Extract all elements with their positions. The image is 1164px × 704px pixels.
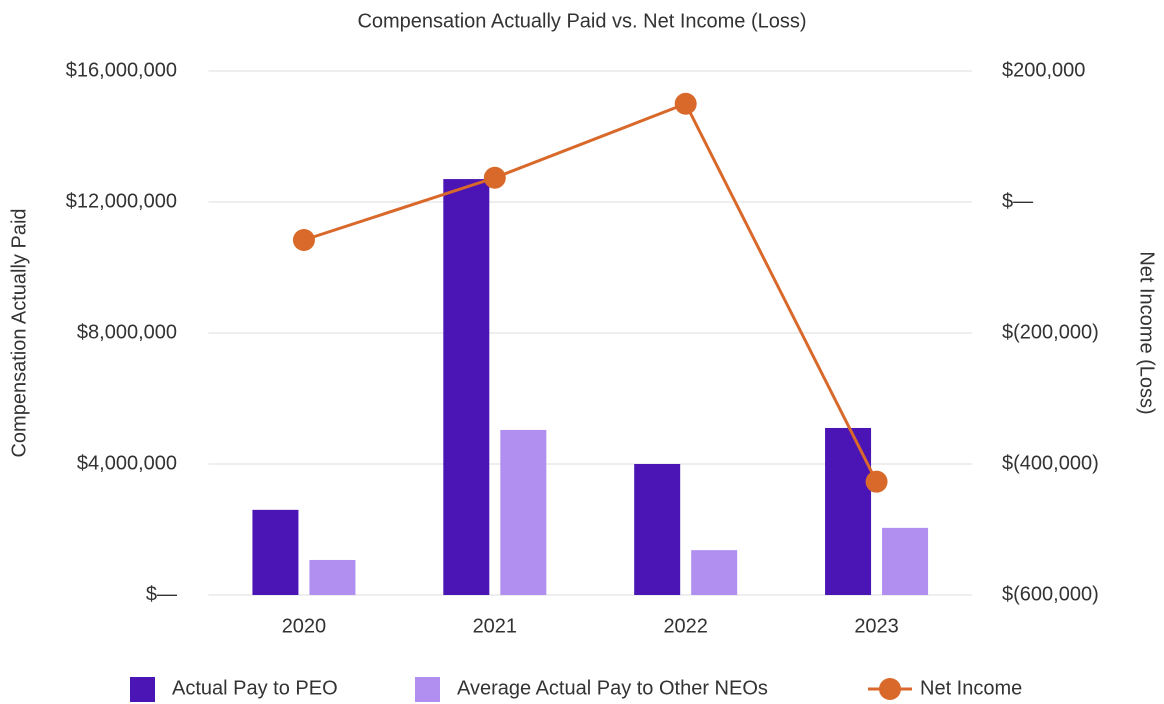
- bar: [691, 550, 738, 595]
- legend-swatch: [130, 677, 155, 702]
- x-tick-label: 2022: [663, 615, 708, 637]
- y2-tick-label: $200,000: [1002, 59, 1085, 81]
- line-marker: [483, 166, 506, 189]
- legend-swatch: [415, 677, 440, 702]
- line-marker: [674, 92, 697, 115]
- y-axis-label: Compensation Actually Paid: [8, 208, 30, 457]
- y-tick-label: $8,000,000: [77, 321, 177, 343]
- x-tick-label: 2021: [473, 615, 518, 637]
- bar: [252, 509, 299, 595]
- x-tick-label: 2020: [282, 615, 327, 637]
- y2-tick-label: $—: [1002, 190, 1033, 212]
- bar: [634, 464, 681, 595]
- legend-label: Net Income: [920, 677, 1022, 699]
- line-marker: [865, 470, 888, 493]
- bar: [825, 427, 872, 595]
- bar: [882, 527, 929, 595]
- y-tick-label: $—: [146, 583, 177, 605]
- y2-tick-label: $(600,000): [1002, 583, 1099, 605]
- y-tick-label: $4,000,000: [77, 452, 177, 474]
- y2-tick-label: $(400,000): [1002, 452, 1099, 474]
- legend-label: Actual Pay to PEO: [172, 677, 338, 699]
- chart-title: Compensation Actually Paid vs. Net Incom…: [357, 10, 806, 32]
- y2-tick-label: $(200,000): [1002, 321, 1099, 343]
- legend-swatch: [879, 678, 901, 700]
- bar: [500, 429, 547, 595]
- y-tick-label: $12,000,000: [66, 190, 177, 212]
- y2-axis-label: Net Income (Loss): [1136, 251, 1158, 414]
- y-tick-label: $16,000,000: [66, 59, 177, 81]
- legend-label: Average Actual Pay to Other NEOs: [457, 677, 768, 699]
- x-tick-label: 2023: [854, 615, 899, 637]
- line-marker: [292, 228, 315, 251]
- bar: [443, 179, 490, 595]
- bar: [309, 559, 356, 595]
- line: [303, 101, 878, 483]
